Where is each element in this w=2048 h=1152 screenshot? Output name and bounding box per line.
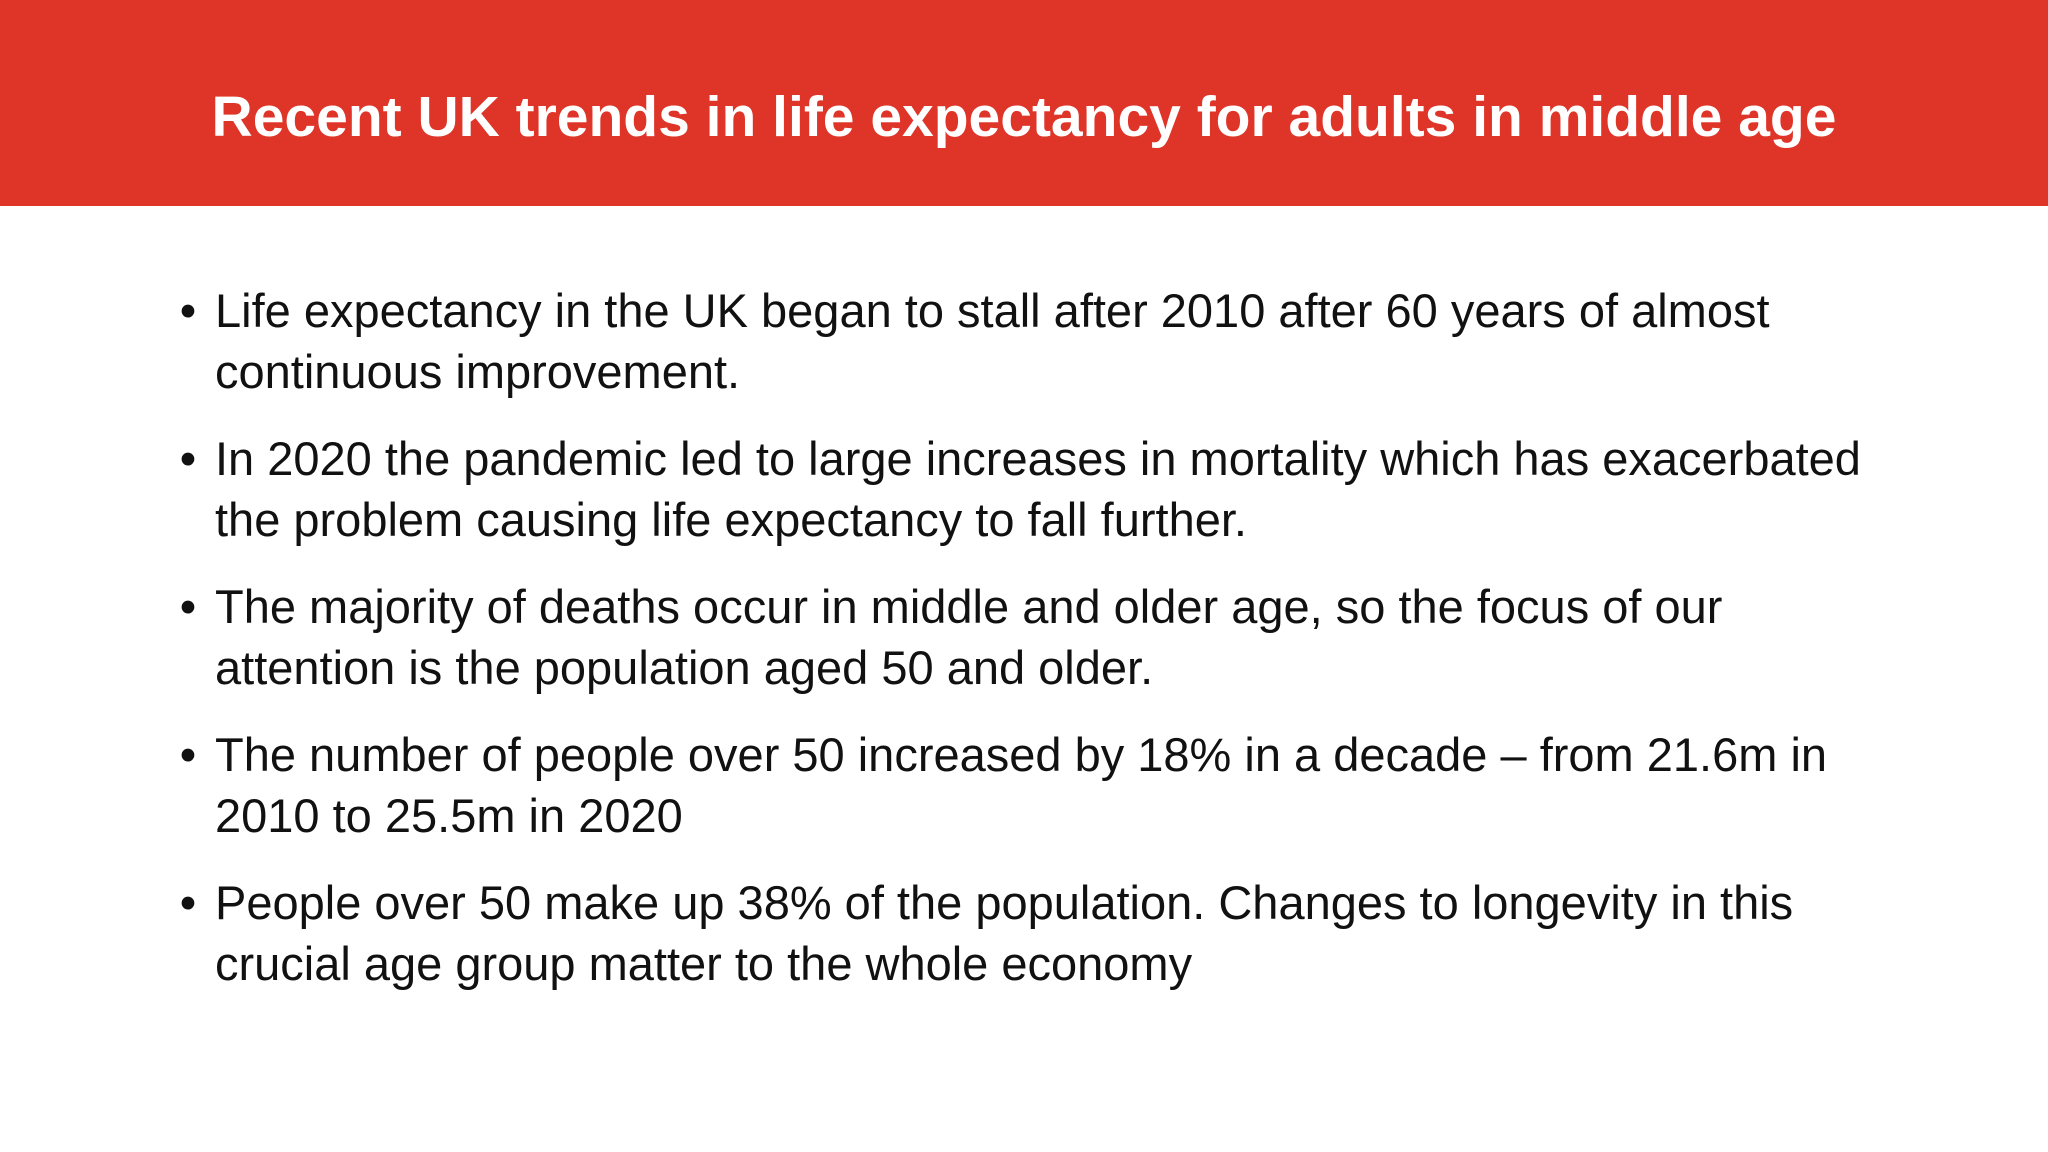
slide-title: Recent UK trends in life expectancy for … (211, 85, 1837, 149)
bullet-item: • The majority of deaths occur in middle… (173, 576, 1873, 698)
bullet-item: • People over 50 make up 38% of the popu… (173, 872, 1873, 994)
bullet-item: • In 2020 the pandemic led to large incr… (173, 428, 1873, 550)
bullet-item: • The number of people over 50 increased… (173, 724, 1873, 846)
bullet-dot-icon: • (179, 876, 197, 929)
bullet-list: • Life expectancy in the UK began to sta… (173, 280, 1873, 1020)
bullet-dot-icon: • (179, 432, 197, 485)
bullet-text: The number of people over 50 increased b… (215, 728, 1828, 842)
title-banner (0, 0, 2048, 206)
bullet-item: • Life expectancy in the UK began to sta… (173, 280, 1873, 402)
bullet-text: Life expectancy in the UK began to stall… (215, 284, 1770, 398)
bullet-text: In 2020 the pandemic led to large increa… (215, 432, 1861, 546)
bullet-dot-icon: • (179, 284, 197, 337)
bullet-text: People over 50 make up 38% of the popula… (215, 876, 1794, 990)
bullet-text: The majority of deaths occur in middle a… (215, 580, 1723, 694)
bullet-dot-icon: • (179, 728, 197, 781)
bullet-dot-icon: • (179, 580, 197, 633)
